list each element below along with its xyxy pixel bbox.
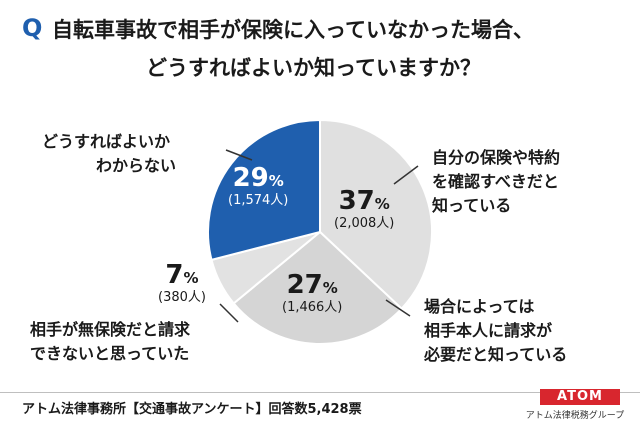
title-line-1: 自転車事故で相手が保険に入っていなかった場合、 <box>52 18 534 42</box>
category-label-cannot-claim: 相手が無保険だと請求 できないと思っていた <box>30 320 191 363</box>
slice-label-7: 7% (380人) <box>158 260 206 306</box>
percent-sign: % <box>268 172 284 190</box>
footer-source: アトム法律事務所【交通事故アンケート】回答数5,428票 <box>22 402 362 417</box>
percent-sign: % <box>322 279 338 297</box>
percent-sign: % <box>374 195 390 213</box>
question-mark: Q <box>22 14 43 42</box>
slice-label-27: 27% (1,466人) <box>282 270 343 316</box>
slice-label-29: 29% (1,574人) <box>228 163 289 209</box>
category-label-claim-directly: 場合によっては 相手本人に請求が 必要だと知っている <box>424 297 568 364</box>
slice-percent: 27 <box>286 270 323 300</box>
brand-subtitle: アトム法律税務グループ <box>525 411 625 421</box>
leader-line-1 <box>385 299 411 317</box>
slice-percent: 7 <box>165 260 184 290</box>
leader-line-2 <box>219 303 239 323</box>
slice-percent: 37 <box>338 186 375 216</box>
footer-divider <box>0 392 640 393</box>
slice-count: (1,466人) <box>282 300 343 316</box>
pie-slice-29 <box>207 118 321 262</box>
slice-count: (2,008人) <box>334 216 395 232</box>
leader-line-3 <box>225 149 253 161</box>
title-line-2: どうすればよいか知っていますか？ <box>146 56 481 80</box>
pie-slice-27 <box>232 230 404 345</box>
leader-line-0 <box>393 165 419 185</box>
slice-count: (380人) <box>158 290 206 306</box>
pie-slice-37 <box>319 118 433 311</box>
percent-sign: % <box>183 269 199 287</box>
category-label-dont-know: どうすればよいか わからない <box>42 132 177 175</box>
slice-percent: 29 <box>232 163 269 193</box>
slice-label-37: 37% (2,008人) <box>334 186 395 232</box>
category-label-check-own-insurance: 自分の保険や特約 を確認すべきだと 知っている <box>432 148 561 215</box>
slice-count: (1,574人) <box>228 193 289 209</box>
brand-logo: ATOM <box>540 389 620 405</box>
